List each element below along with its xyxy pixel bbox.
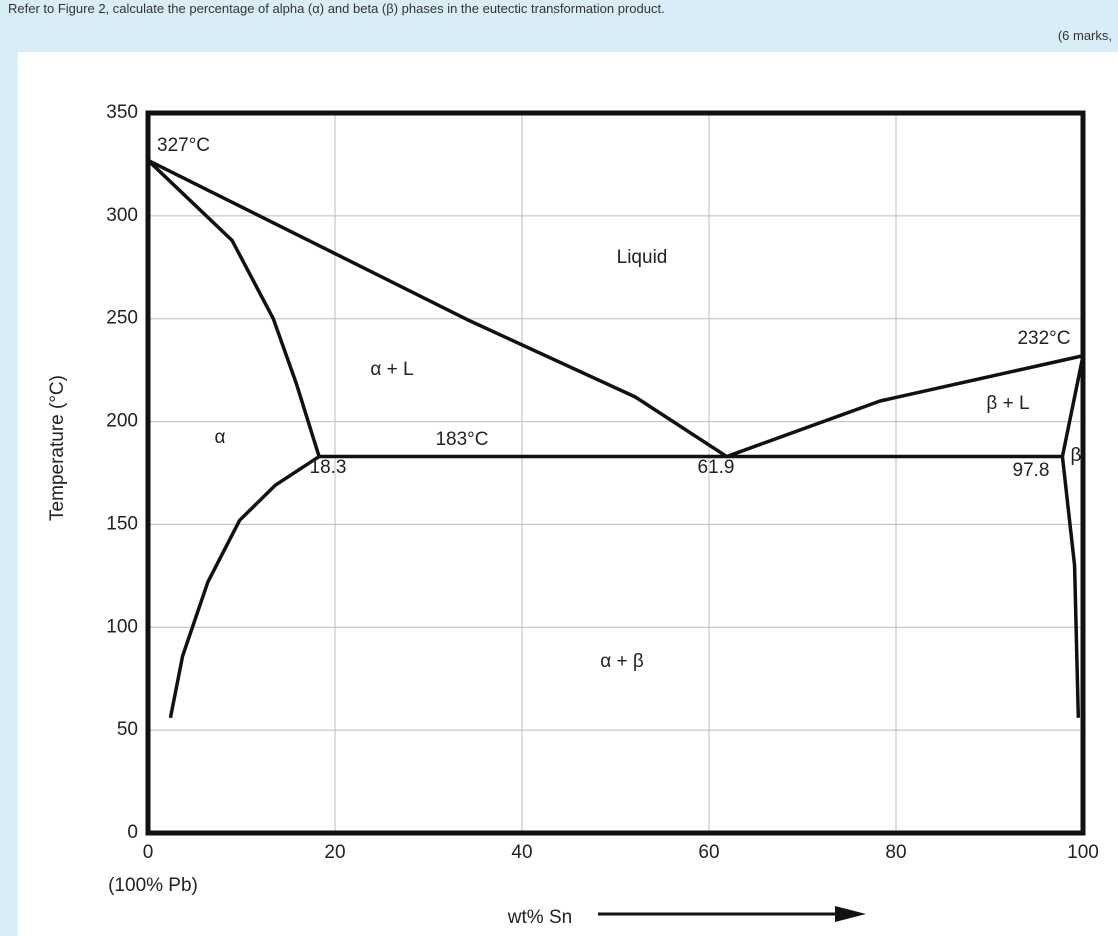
annotation: 183°C — [435, 429, 488, 450]
annotation: Liquid — [617, 247, 668, 268]
annotation: 327°C — [157, 135, 210, 156]
x-tick-label: 0 — [143, 842, 154, 863]
phase-boundary — [1060, 355, 1085, 457]
y-tick-label: 200 — [106, 411, 138, 432]
phase-boundary — [146, 159, 321, 458]
x-tick-label: 40 — [511, 842, 532, 863]
annotation: α — [215, 427, 226, 448]
y-tick-label: 50 — [117, 719, 138, 740]
annotation: α + L — [370, 359, 413, 380]
y-tick-label: 300 — [106, 205, 138, 226]
phase-boundary — [147, 158, 728, 459]
y-tick-label: 350 — [106, 102, 138, 123]
phase-boundary — [1060, 456, 1081, 718]
annotation: α + β — [600, 651, 644, 672]
phase-boundary — [726, 354, 1084, 459]
annotation: 97.8 — [1013, 460, 1050, 481]
x-tick-label: 20 — [324, 842, 345, 863]
plot-frame — [145, 110, 1086, 836]
y-tick-label: 250 — [106, 308, 138, 329]
x-tick-label: 80 — [885, 842, 906, 863]
question-text: Refer to Figure 2, calculate the percent… — [8, 1, 665, 16]
annotation: 61.9 — [698, 457, 735, 478]
annotation: 18.3 — [310, 457, 347, 478]
x-tick-label: 60 — [698, 842, 719, 863]
y-tick-label: 0 — [127, 822, 138, 843]
annotation: 232°C — [1017, 328, 1070, 349]
annotation: (100% Pb) — [108, 875, 198, 896]
annotation: β + L — [986, 393, 1029, 414]
x-axis-title: wt% Sn — [507, 907, 572, 928]
phase-boundary — [168, 455, 321, 719]
y-axis-title: Temperature (°C) — [47, 375, 68, 521]
y-tick-label: 100 — [106, 616, 138, 637]
x-tick-label: 100 — [1067, 842, 1099, 863]
figure-panel — [18, 52, 1118, 936]
y-tick-label: 150 — [106, 513, 138, 534]
annotation: β — [1071, 445, 1082, 466]
arrow-head — [835, 906, 866, 922]
marks: (6 marks, — [1057, 28, 1112, 43]
